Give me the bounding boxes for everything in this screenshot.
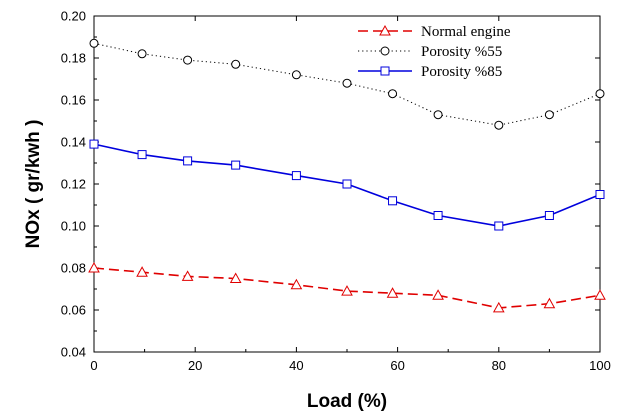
y-tick-label: 0.08: [61, 261, 86, 276]
data-point: [433, 110, 443, 120]
legend-item: Porosity %85: [358, 64, 502, 80]
series-2: [89, 38, 605, 130]
series-3: [89, 139, 605, 231]
data-point: [137, 49, 147, 59]
y-axis-title: NOx ( gr/kwh ): [23, 120, 44, 249]
y-tick-label: 0.16: [61, 93, 86, 108]
y-tick-label: 0.14: [61, 135, 86, 150]
data-point: [88, 261, 100, 273]
legend-marker: [379, 24, 391, 36]
legend-item: Porosity %55: [358, 44, 502, 60]
data-point: [291, 70, 301, 80]
y-tick-label: 0.06: [61, 303, 86, 318]
data-point: [89, 38, 99, 48]
data-point: [229, 272, 242, 283]
data-point: [544, 110, 554, 120]
data-point: [290, 278, 303, 290]
legend-label: Porosity %55: [421, 44, 502, 60]
legend-label: Normal engine: [421, 24, 511, 40]
data-point: [341, 285, 353, 296]
x-tick-label: 0: [90, 358, 97, 373]
x-tick-label: 20: [188, 358, 202, 373]
series-line: [93, 267, 601, 309]
data-point: [183, 55, 193, 65]
data-point: [594, 289, 606, 300]
legend-label: Porosity %85: [421, 64, 502, 80]
data-point: [231, 160, 241, 170]
y-tick-label: 0.10: [61, 219, 86, 234]
data-point: [137, 150, 147, 160]
data-point: [231, 59, 241, 69]
data-point: [433, 211, 443, 220]
x-tick-label: 80: [492, 358, 506, 373]
series-layer: [88, 38, 606, 313]
data-point: [543, 297, 556, 309]
x-tick-label: 40: [289, 358, 303, 373]
data-point: [136, 266, 148, 277]
data-point: [388, 89, 398, 99]
x-axis-title: Load (%): [307, 391, 387, 412]
data-point: [492, 301, 505, 313]
data-point: [494, 221, 504, 231]
data-point: [432, 289, 444, 300]
data-point: [494, 120, 504, 130]
data-point: [342, 179, 352, 189]
legend-marker: [380, 46, 390, 56]
y-tick-label: 0.04: [61, 345, 86, 360]
x-tick-label: 60: [390, 358, 404, 373]
y-tick-label: 0.20: [61, 9, 86, 24]
legend: Normal engine Porosity %55 Porosity %85: [358, 24, 511, 80]
data-point: [291, 171, 301, 181]
data-point: [388, 196, 398, 206]
series-1: [88, 261, 606, 313]
y-tick-label: 0.18: [61, 51, 86, 66]
y-tick-label: 0.12: [61, 177, 86, 192]
data-point: [386, 287, 399, 298]
data-point: [342, 78, 352, 88]
data-point: [183, 156, 193, 166]
data-point: [595, 190, 605, 199]
data-point: [89, 139, 99, 149]
data-point: [544, 211, 554, 220]
legend-marker: [380, 66, 390, 76]
x-tick-label: 100: [589, 358, 611, 373]
data-point: [181, 270, 194, 281]
data-point: [595, 89, 605, 99]
axis-tick-labels: 0 20 40 60 80 100 0.04 0.06 0.08 0.10 0.12 0.14 0.16…: [61, 9, 611, 374]
legend-item: Normal engine: [358, 24, 511, 40]
